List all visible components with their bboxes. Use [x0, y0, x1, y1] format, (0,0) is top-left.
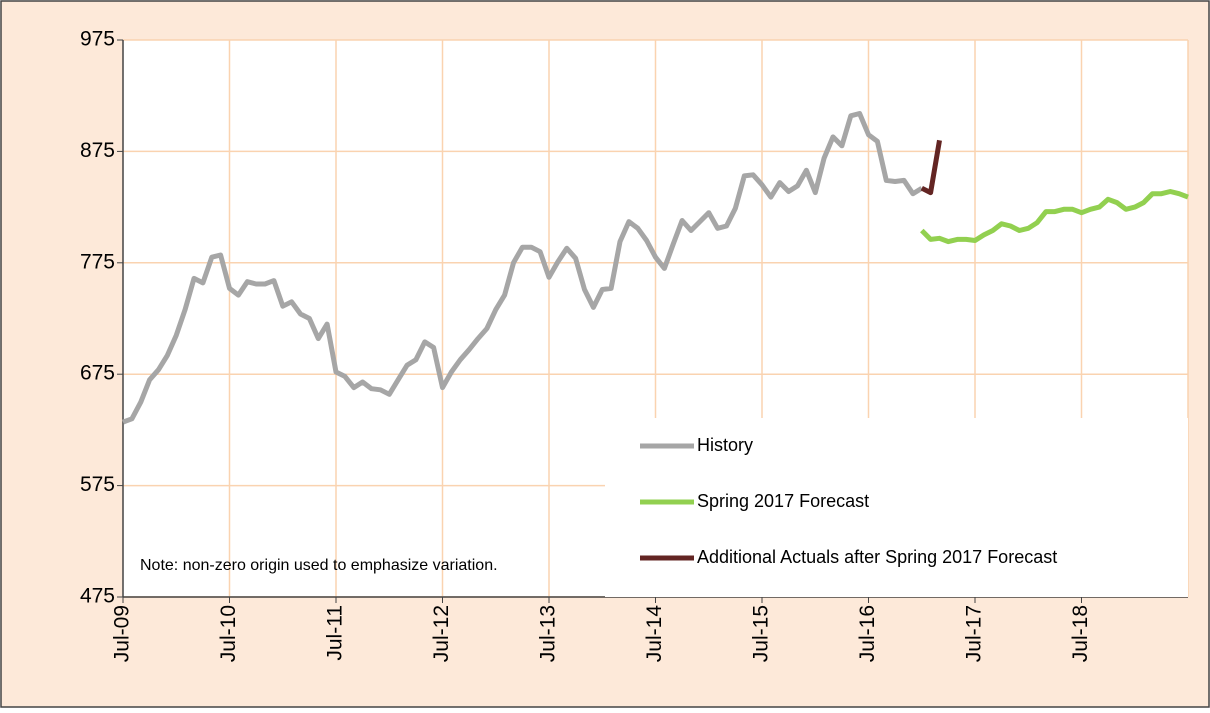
legend — [605, 418, 1188, 597]
x-tick-label: Jul-10 — [217, 605, 240, 662]
y-tick-label: 875 — [80, 139, 115, 162]
x-tick-label: Jul-16 — [856, 605, 879, 662]
series-line — [920, 189, 1189, 245]
x-tick-label: Jul-12 — [430, 605, 453, 662]
legend-label: Spring 2017 Forecast — [697, 491, 869, 511]
x-tick-label: Jul-18 — [1069, 605, 1092, 662]
series-line — [920, 139, 942, 196]
annotation: Note: non-zero origin used to emphasize … — [140, 557, 498, 574]
y-tick-label: 975 — [80, 28, 115, 51]
legend-label: History — [697, 435, 753, 455]
y-tick-label: 675 — [80, 362, 115, 385]
x-tick-label: Jul-13 — [537, 605, 560, 662]
x-tick-label: Jul-14 — [643, 605, 666, 663]
x-tick-label: Jul-15 — [750, 605, 773, 662]
y-tick-label: 575 — [80, 473, 115, 496]
legend-label: Additional Actuals after Spring 2017 For… — [697, 547, 1057, 567]
y-tick-label: 775 — [80, 250, 115, 273]
x-tick-label: Jul-17 — [963, 605, 986, 662]
x-tick-label: Jul-09 — [111, 605, 134, 662]
series-line — [122, 111, 924, 425]
x-tick-label: Jul-11 — [324, 605, 347, 661]
y-tick-label: 475 — [80, 585, 115, 608]
